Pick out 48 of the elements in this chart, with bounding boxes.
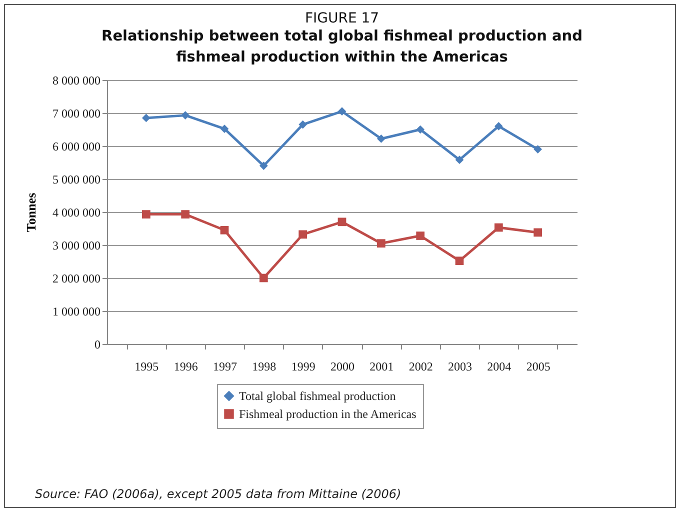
y-tick-label: 4 000 000 xyxy=(52,206,100,220)
point xyxy=(494,223,503,232)
x-tick-label: 2004 xyxy=(487,360,512,374)
point xyxy=(338,107,346,116)
point xyxy=(416,232,425,240)
x-tick-label: 2002 xyxy=(408,360,433,374)
point xyxy=(298,230,308,239)
y-tick-label: 7 000 000 xyxy=(52,106,100,120)
legend-label: Fishmeal production in the Americas xyxy=(239,407,417,421)
point xyxy=(181,111,190,120)
x-tick-label: 1997 xyxy=(213,360,237,374)
y-axis-title: Tonnes xyxy=(24,192,38,232)
point xyxy=(455,256,464,266)
x-tick-label: 2001 xyxy=(370,360,394,374)
source-note: Source: FAO (2006a), except 2005 data from Mittaine (2006) xyxy=(35,487,402,501)
point xyxy=(142,114,150,122)
point xyxy=(181,210,190,218)
point xyxy=(298,120,308,129)
x-tick-label: 2005 xyxy=(526,360,550,374)
x-tick-label: 2000 xyxy=(330,360,354,374)
point xyxy=(376,134,386,143)
x-tick-label: 1995 xyxy=(134,360,159,374)
point xyxy=(220,124,229,134)
y-tick-label: 2 000 000 xyxy=(52,272,100,286)
x-tick-label: 1996 xyxy=(174,360,198,374)
x-tick-label: 1998 xyxy=(252,360,276,374)
chart-title: FIGURE 17 xyxy=(304,10,380,26)
x-tick-label: 2003 xyxy=(448,360,472,374)
y-tick-label: 1 000 000 xyxy=(52,304,100,318)
point xyxy=(416,125,425,134)
point xyxy=(338,218,346,226)
point xyxy=(259,162,268,170)
y-tick-label: 8 000 000 xyxy=(52,74,100,88)
legend-label: Total global fishmeal production xyxy=(239,389,396,403)
x-tick-label: 1999 xyxy=(291,360,316,374)
point xyxy=(376,239,386,248)
point xyxy=(259,274,268,282)
point xyxy=(534,228,542,237)
point xyxy=(534,145,542,154)
y-tick-label: 6 000 000 xyxy=(52,140,100,154)
chart-subtitle: Relationship between total global fishmeal production and fishmeal production within the Americas xyxy=(102,28,582,66)
point xyxy=(142,210,150,218)
point xyxy=(455,156,464,164)
y-tick-label: 0 xyxy=(94,338,100,352)
point xyxy=(494,122,503,130)
y-tick-label: 5 000 000 xyxy=(52,172,100,186)
point xyxy=(220,226,229,234)
y-tick-label: 3 000 000 xyxy=(52,238,100,252)
